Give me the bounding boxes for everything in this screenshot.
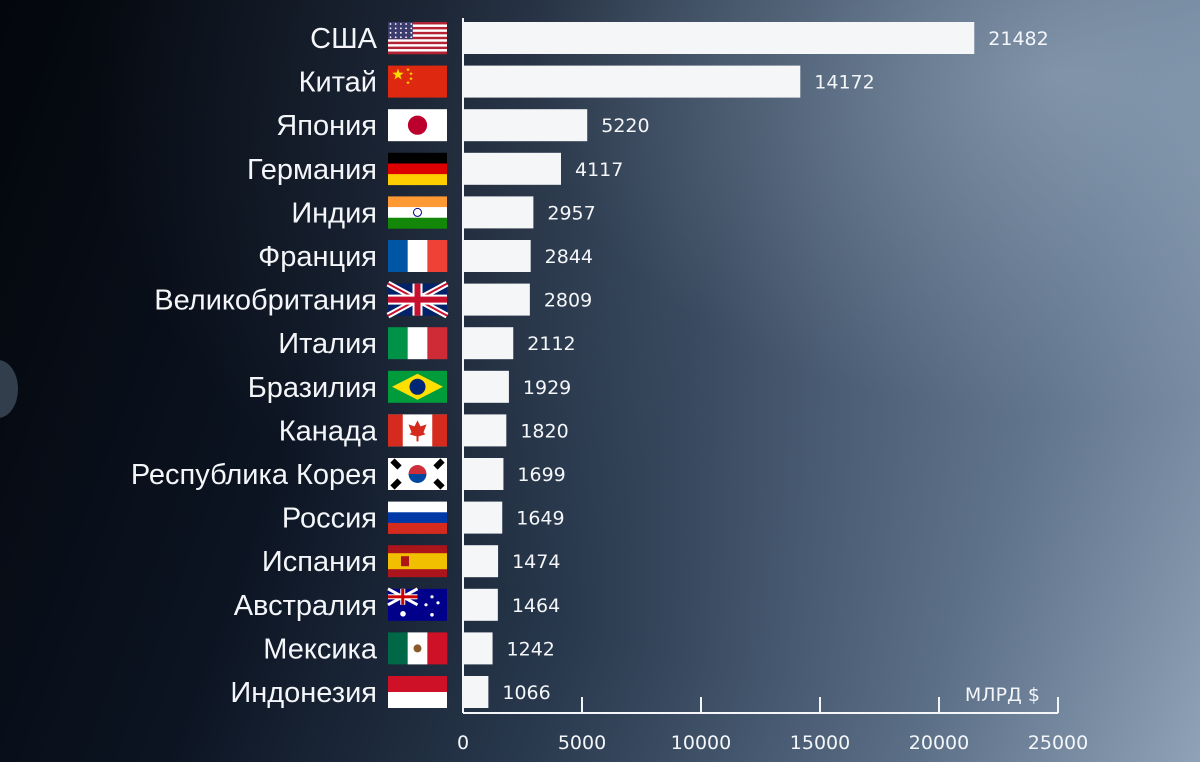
- x-tick-label: 0: [457, 732, 469, 754]
- france-flag-icon: [388, 240, 448, 272]
- value-label: 1242: [507, 638, 555, 660]
- bar: [463, 65, 801, 98]
- value-label: 4117: [575, 159, 623, 181]
- value-label: 1929: [523, 377, 571, 399]
- bar: [463, 501, 503, 534]
- category-label: Франция: [258, 241, 377, 273]
- spain-flag-icon: [388, 545, 447, 578]
- category-label: Мексика: [263, 633, 378, 665]
- bar: [463, 458, 504, 490]
- x-tick-label: 10000: [671, 732, 731, 754]
- bar: [463, 283, 530, 316]
- category-label: Индонезия: [230, 677, 377, 709]
- australia-flag-icon: [387, 587, 447, 621]
- value-label: 21482: [988, 28, 1048, 50]
- canada-flag-icon: [388, 414, 447, 447]
- bar: [463, 22, 975, 54]
- bar: [463, 370, 509, 403]
- china-flag-icon: [388, 65, 447, 98]
- value-label: 1649: [516, 508, 564, 530]
- category-label: Германия: [247, 154, 377, 186]
- unit-label: МЛРД $: [965, 684, 1040, 706]
- x-tick-label: 25000: [1028, 732, 1088, 754]
- category-label: Великобритания: [154, 285, 377, 317]
- x-tick-label: 15000: [790, 732, 850, 754]
- x-tick-label: 20000: [909, 732, 969, 754]
- x-tick-label: 5000: [558, 732, 606, 754]
- value-label: 1820: [520, 420, 568, 442]
- italy-flag-icon: [388, 327, 448, 360]
- russia-flag-icon: [388, 501, 447, 534]
- bar: [463, 109, 588, 142]
- mexico-flag-icon: [388, 632, 448, 665]
- value-label: 14172: [814, 72, 874, 94]
- bar: [463, 240, 531, 272]
- bar: [463, 196, 534, 229]
- value-label: 1066: [502, 682, 550, 704]
- korea-flag-icon: [388, 458, 447, 490]
- bar: [463, 588, 498, 621]
- india-flag-icon: [388, 196, 447, 229]
- value-label: 2957: [547, 202, 595, 224]
- category-label: Республика Корея: [131, 459, 377, 491]
- value-label: 1464: [512, 595, 560, 617]
- value-label: 2844: [545, 246, 593, 268]
- category-label: Канада: [279, 415, 378, 447]
- japan-flag-icon: [388, 109, 447, 142]
- bar: [463, 545, 499, 578]
- category-label: Австралия: [234, 590, 377, 622]
- value-label: 2809: [544, 290, 592, 312]
- uk-flag-icon: [386, 280, 449, 319]
- category-label: Бразилия: [248, 372, 377, 404]
- bar: [463, 414, 507, 447]
- value-label: 2112: [527, 333, 575, 355]
- bar: [463, 327, 514, 360]
- category-label: Италия: [278, 328, 377, 360]
- category-label: Россия: [282, 503, 377, 535]
- value-label: 5220: [601, 115, 649, 137]
- category-label: Китай: [299, 67, 377, 99]
- bar: [463, 152, 561, 185]
- category-label: Индия: [291, 197, 377, 229]
- bar: [463, 676, 489, 708]
- indonesia-flag-icon: [388, 676, 447, 708]
- bar: [463, 632, 493, 665]
- value-label: 1699: [517, 464, 565, 486]
- brazil-flag-icon: [388, 370, 447, 403]
- category-label: Испания: [262, 546, 377, 578]
- side-scroll-tab[interactable]: [0, 360, 18, 418]
- category-label: США: [310, 23, 378, 55]
- value-label: 1474: [512, 551, 560, 573]
- category-label: Япония: [276, 110, 377, 142]
- us-flag-icon: [388, 22, 447, 55]
- germany-flag-icon: [388, 152, 447, 186]
